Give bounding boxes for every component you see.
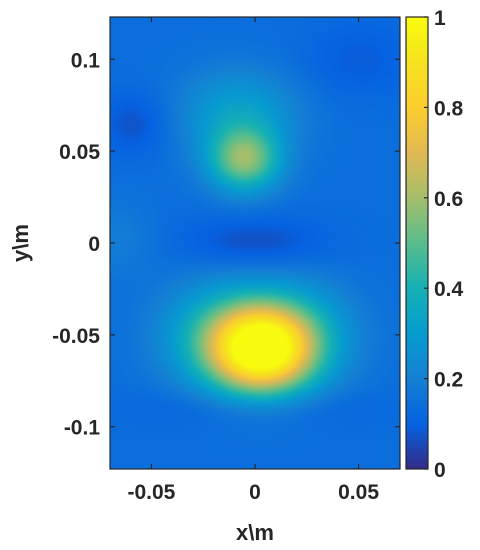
y-tick-label: 0 (88, 233, 100, 256)
y-tick-label: 0.1 (71, 49, 101, 72)
heatmap-image (110, 17, 400, 469)
colorbar-tick-label: 0.2 (434, 369, 463, 392)
colorbar-tick-label: 0.4 (434, 278, 464, 301)
y-tick-label: -0.05 (52, 325, 100, 348)
colorbar-tick-label: 0 (434, 459, 446, 482)
colorbar-tick-label: 0.8 (434, 97, 464, 120)
colorbar: 0 0.2 0.4 0.6 0.8 1 (405, 7, 464, 482)
colorbar-frame (405, 16, 429, 470)
y-axis: 0.1 0.05 0 -0.05 -0.1 (52, 49, 400, 440)
y-axis-label: y\m (8, 224, 33, 262)
y-tick-label: 0.05 (59, 141, 100, 164)
x-axis: -0.05 0 0.05 (127, 17, 379, 504)
colorbar-ticks: 0 0.2 0.4 0.6 0.8 1 (424, 7, 464, 482)
x-tick-label: 0 (249, 481, 261, 504)
plot-area (109, 16, 401, 470)
colorbar-gradient (406, 17, 428, 469)
x-tick-label: -0.05 (127, 481, 175, 504)
colorbar-tick-label: 1 (434, 7, 446, 30)
colorbar-tick-label: 0.6 (434, 188, 463, 211)
x-tick-label: 0.05 (338, 481, 379, 504)
y-tick-label: -0.1 (64, 417, 101, 440)
x-axis-label: x\m (236, 520, 274, 545)
